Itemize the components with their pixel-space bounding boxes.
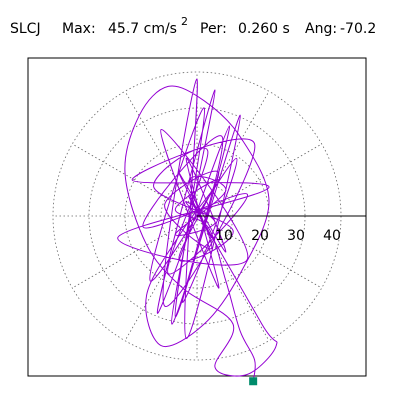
grid-spoke-330 bbox=[196, 215, 322, 289]
radial-tick-label-20: 20 bbox=[251, 228, 269, 244]
title-ang-label: Ang: bbox=[305, 21, 337, 37]
title-per-label: Per: bbox=[200, 21, 227, 37]
grid-spoke-150 bbox=[72, 143, 198, 217]
title-station: SLCJ bbox=[10, 21, 41, 37]
title-ang-value: -70.2 bbox=[340, 21, 376, 37]
plot-frame bbox=[27, 57, 367, 377]
radial-tick-labels: 10 20 30 40 bbox=[215, 228, 341, 244]
title-max-value: 45.7 cm/s bbox=[108, 21, 177, 37]
grid-spoke-30 bbox=[196, 143, 322, 217]
title-per-value: 0.260 s bbox=[238, 21, 290, 37]
title-max-label: Max: bbox=[62, 21, 96, 37]
orbit-line bbox=[117, 78, 278, 382]
end-marker-group bbox=[249, 377, 258, 386]
end-marker bbox=[249, 377, 258, 386]
radial-tick-label-30: 30 bbox=[287, 228, 305, 244]
orbit-trace bbox=[117, 78, 278, 382]
radial-tick-label-10: 10 bbox=[215, 228, 233, 244]
radial-tick-label-40: 40 bbox=[323, 228, 341, 244]
grid-spoke-210 bbox=[72, 215, 198, 289]
grid-spoke-240 bbox=[124, 215, 198, 341]
title-max-exponent: 2 bbox=[181, 15, 188, 28]
